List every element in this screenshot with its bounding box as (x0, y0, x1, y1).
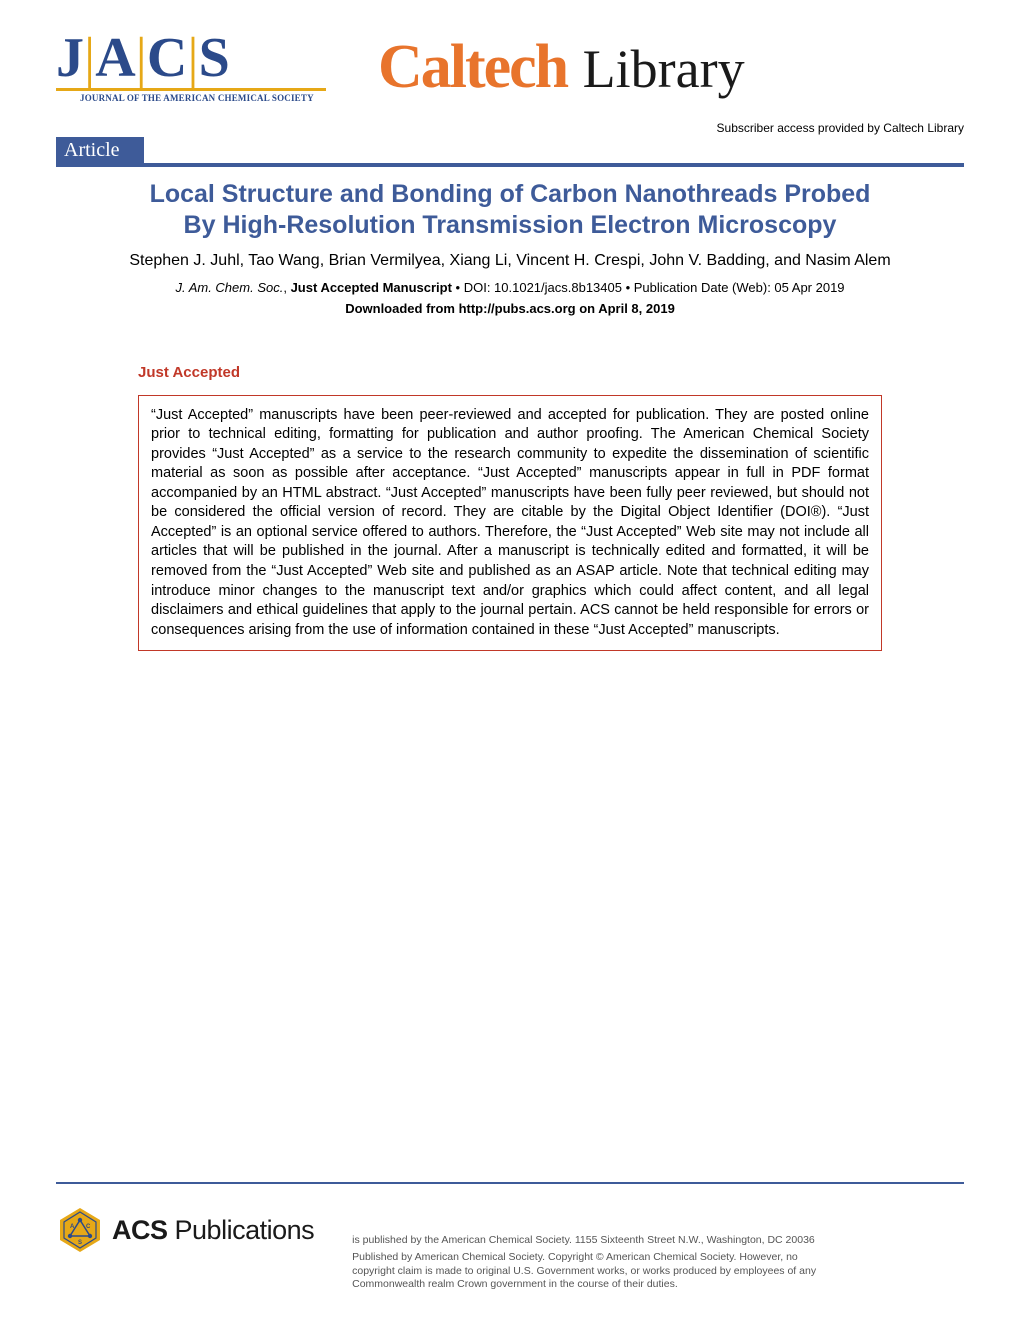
page-footer: A C S ACS Publications is published by t… (56, 1182, 964, 1292)
jacs-letters: J|A|C|S (56, 30, 232, 86)
library-word: Library (583, 39, 745, 99)
jacs-logo: J|A|C|S JOURNAL OF THE AMERICAN CHEMICAL… (56, 30, 326, 103)
footer-divider (56, 1182, 964, 1184)
citation-journal: J. Am. Chem. Soc. (175, 280, 283, 295)
article-title: Local Structure and Bonding of Carbon Na… (56, 179, 964, 242)
footer-copyright: Published by American Chemical Society. … (352, 1251, 832, 1292)
downloaded-line: Downloaded from http://pubs.acs.org on A… (56, 301, 964, 316)
citation-doi: DOI: 10.1021/jacs.8b13405 (464, 280, 622, 295)
title-line-2: By High-Resolution Transmission Electron… (184, 211, 837, 239)
caltech-library-logo: Caltech Library (378, 36, 745, 98)
header-logos: J|A|C|S JOURNAL OF THE AMERICAN CHEMICAL… (56, 30, 964, 103)
acs-bold: ACS (112, 1215, 168, 1245)
acs-badge-icon: A C S (56, 1206, 104, 1254)
citation-status: Just Accepted Manuscript (291, 280, 452, 295)
title-line-1: Local Structure and Bonding of Carbon Na… (150, 180, 871, 208)
acs-publications-text: ACS Publications (112, 1215, 314, 1246)
jacs-subtitle: JOURNAL OF THE AMERICAN CHEMICAL SOCIETY (80, 93, 314, 103)
article-authors: Stephen J. Juhl, Tao Wang, Brian Vermily… (56, 252, 964, 270)
svg-text:A: A (70, 1224, 75, 1230)
footer-text-block: is published by the American Chemical So… (352, 1206, 832, 1292)
just-accepted-heading: Just Accepted (138, 364, 964, 381)
acs-publications-logo: A C S ACS Publications (56, 1206, 314, 1254)
article-type-bar: Article (56, 137, 144, 164)
just-accepted-box: “Just Accepted” manuscripts have been pe… (138, 395, 882, 652)
citation-pubdate: Publication Date (Web): 05 Apr 2019 (634, 280, 845, 295)
caltech-word: Caltech (378, 33, 567, 101)
svg-text:S: S (78, 1240, 82, 1246)
jacs-underline (56, 88, 326, 91)
svg-text:C: C (86, 1224, 91, 1230)
footer-address: is published by the American Chemical So… (352, 1234, 832, 1248)
header-divider (56, 163, 964, 167)
article-citation: J. Am. Chem. Soc., Just Accepted Manuscr… (56, 280, 964, 295)
subscriber-access-line: Subscriber access provided by Caltech Li… (56, 121, 964, 135)
footer-content: A C S ACS Publications is published by t… (56, 1206, 964, 1292)
publications-word: Publications (175, 1215, 315, 1245)
